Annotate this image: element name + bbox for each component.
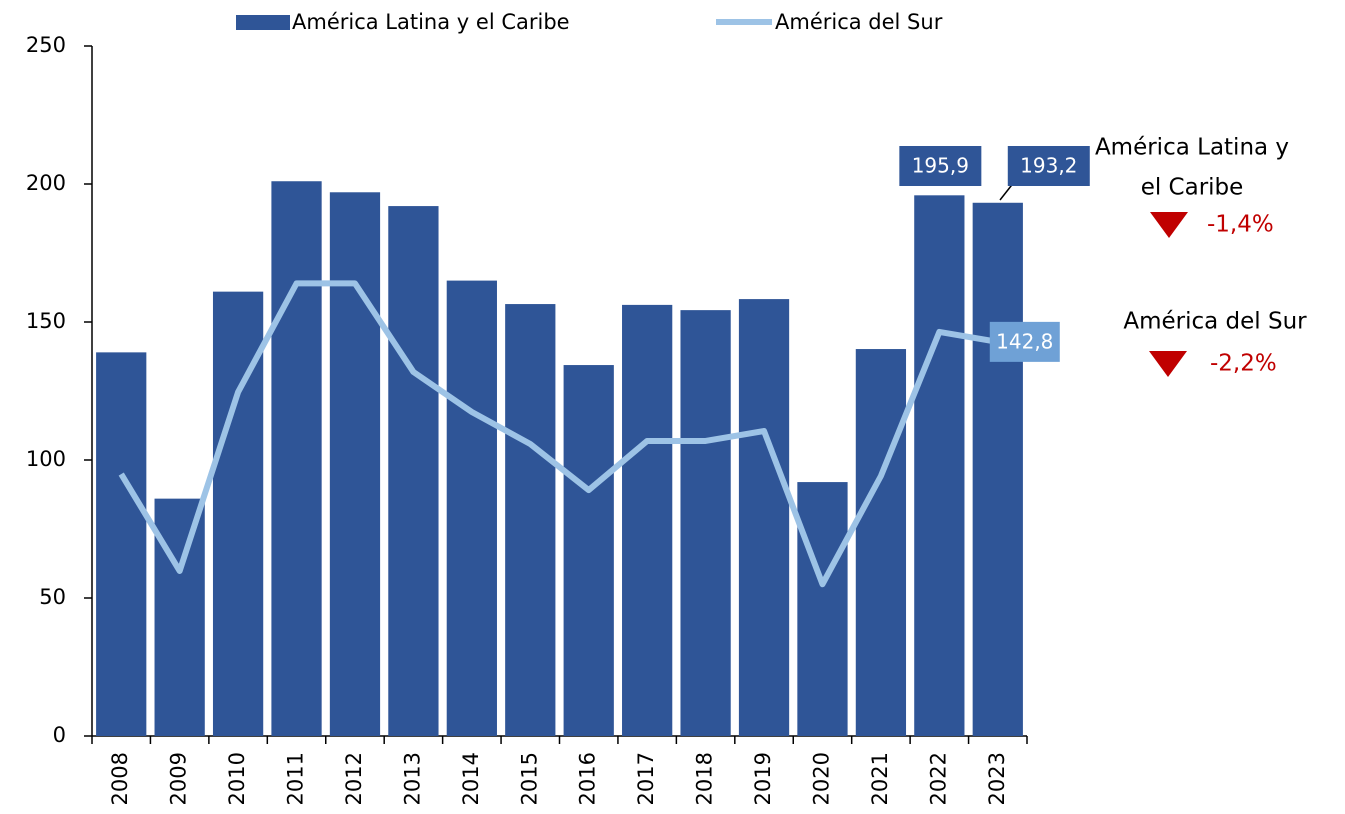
annotation-change: -2,2% — [1210, 351, 1277, 377]
x-tick-label: 2008 — [108, 752, 132, 805]
bar — [96, 352, 147, 736]
value-label-box — [1007, 146, 1090, 186]
bar — [738, 299, 790, 736]
x-tick-label: 2009 — [167, 752, 191, 805]
x-tick-label: 2016 — [576, 752, 600, 805]
annotation-change: -1,4% — [1207, 212, 1274, 238]
value-label: 195,9 — [912, 154, 969, 178]
y-tick-label: 200 — [26, 171, 66, 195]
value-label: 142,8 — [996, 329, 1053, 353]
bar — [563, 365, 614, 736]
bar — [329, 192, 381, 736]
x-tick-label: 2012 — [342, 752, 366, 805]
x-tick-label: 2020 — [809, 752, 833, 805]
bar — [154, 498, 205, 736]
bar — [271, 181, 322, 737]
down-arrow — [1149, 351, 1187, 377]
x-tick-label: 2013 — [400, 752, 424, 805]
bar — [972, 202, 1023, 736]
legend-label: América del Sur — [775, 10, 943, 34]
x-tick-label: 2022 — [926, 752, 950, 805]
x-tick-label: 2023 — [985, 752, 1009, 805]
bar — [680, 310, 731, 736]
x-tick-label: 2010 — [225, 752, 249, 805]
y-tick-label: 250 — [26, 33, 66, 57]
bar — [505, 304, 556, 736]
bar — [797, 482, 848, 736]
legend-swatch — [236, 15, 290, 30]
value-label-box — [989, 321, 1060, 362]
annotation-title: el Caribe — [1141, 175, 1244, 201]
bar — [622, 304, 673, 736]
value-label: 193,2 — [1020, 154, 1077, 178]
bar — [914, 195, 965, 737]
x-tick-label: 2011 — [284, 752, 308, 805]
bar — [855, 349, 907, 736]
legend-label: América Latina y el Caribe — [292, 10, 570, 34]
y-tick-label: 100 — [26, 447, 66, 471]
y-tick-label: 0 — [53, 723, 66, 747]
x-tick-label: 2017 — [634, 752, 658, 805]
x-tick-label: 2018 — [693, 752, 717, 805]
y-tick-label: 150 — [26, 309, 66, 333]
x-tick-label: 2019 — [751, 752, 775, 805]
annotation-title: América del Sur — [1123, 309, 1307, 335]
x-tick-label: 2021 — [868, 752, 892, 805]
annotation-title: América Latina y — [1095, 135, 1289, 161]
bar — [446, 280, 497, 736]
x-tick-label: 2014 — [459, 752, 483, 805]
value-label-box — [899, 146, 982, 186]
x-tick-label: 2015 — [517, 752, 541, 805]
bar — [388, 206, 439, 736]
line — [118, 280, 999, 588]
down-arrow — [1150, 212, 1188, 238]
y-tick-label: 50 — [39, 585, 66, 609]
